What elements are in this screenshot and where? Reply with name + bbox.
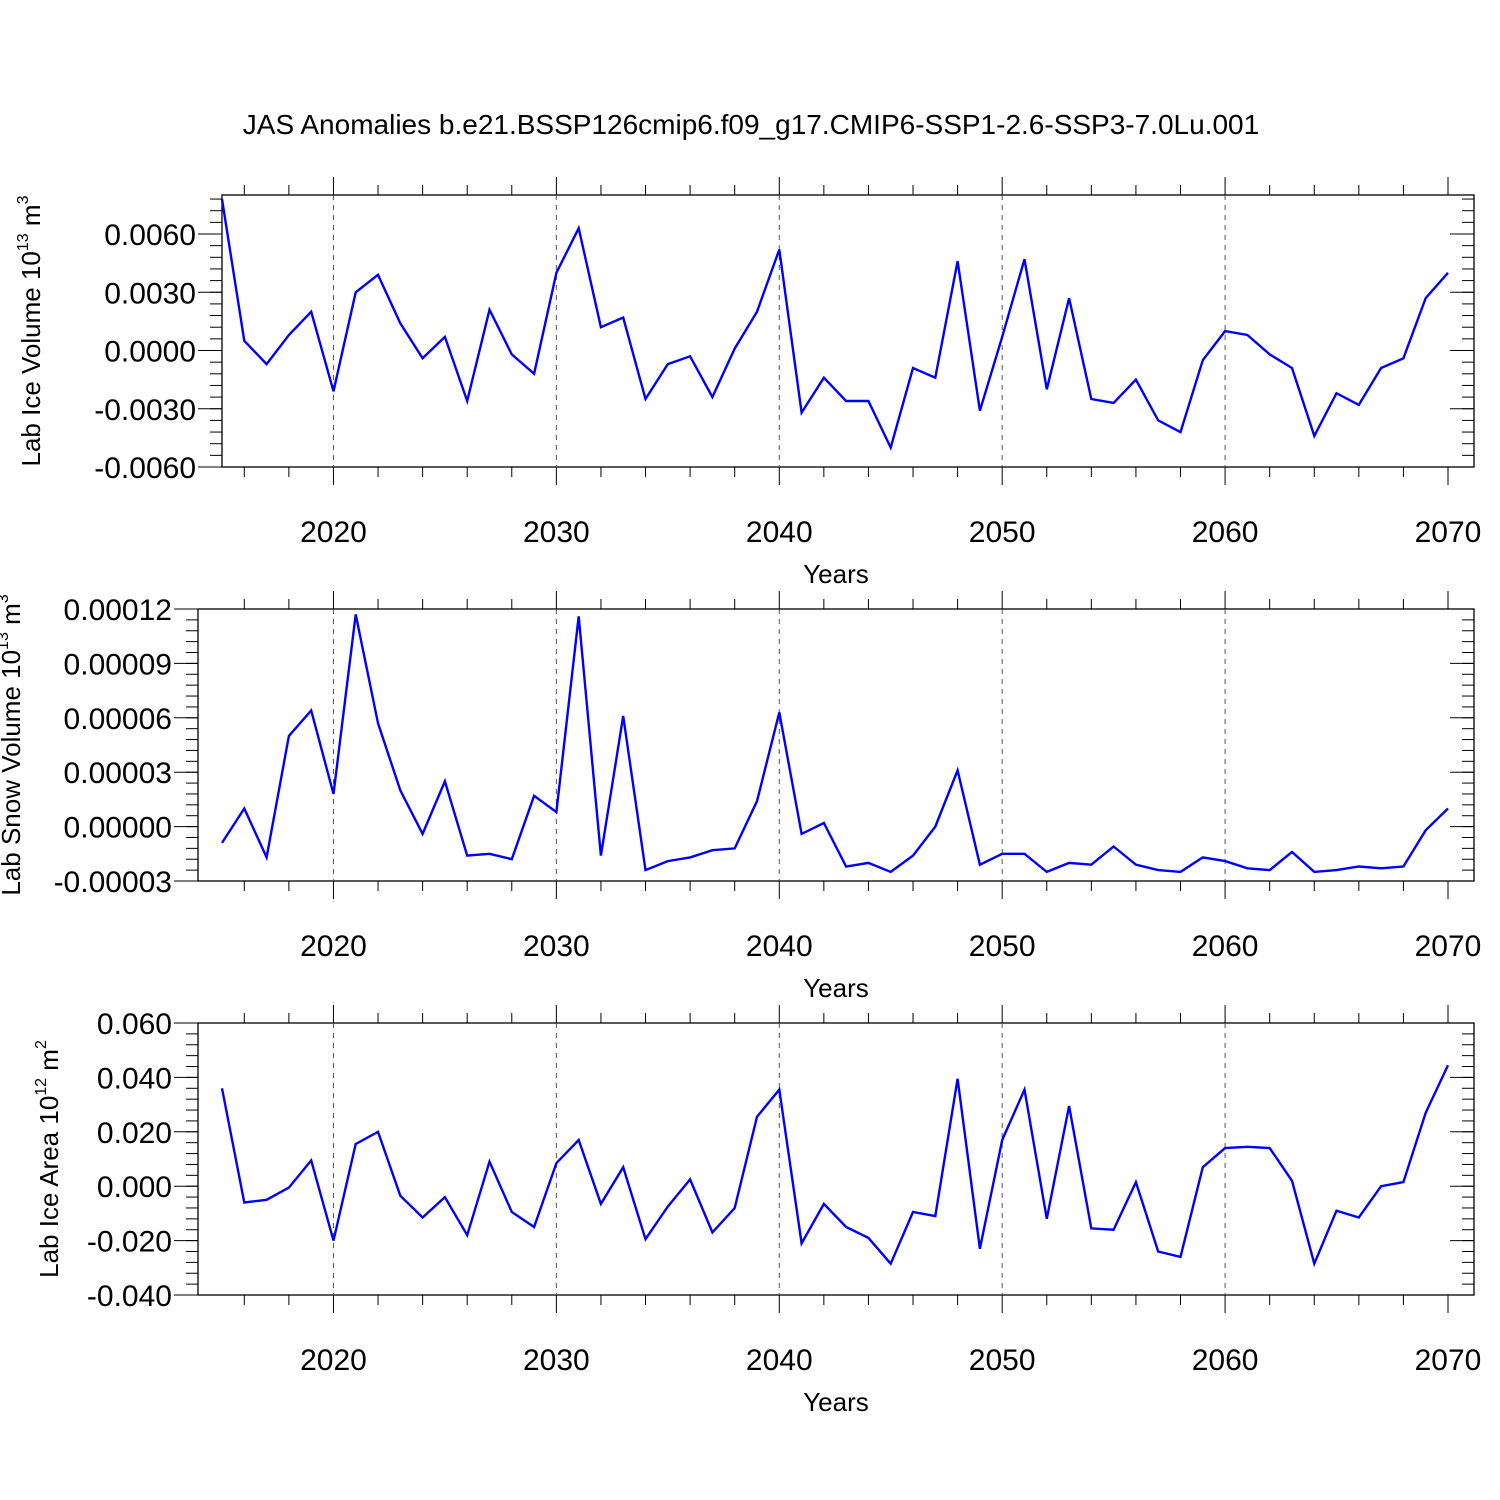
y-tick-label: 0.0000 bbox=[104, 336, 196, 369]
x-axis-label: Years bbox=[803, 559, 869, 589]
x-tick-label: 2070 bbox=[1415, 930, 1482, 963]
x-tick-label: 2050 bbox=[969, 516, 1036, 549]
x-axis-label: Years bbox=[803, 1387, 869, 1417]
panel-2: 2020 2030 2040 2050 2060 2070 Years -0.00003 0.0… bbox=[0, 591, 1481, 1003]
y-axis-label: Lab Snow Volume 1013 m3 bbox=[0, 594, 26, 895]
y-tick-label: 0.0030 bbox=[104, 277, 196, 310]
x-tick-label: 2030 bbox=[523, 516, 590, 549]
x-axis-label: Years bbox=[803, 973, 869, 1003]
x-tick-label: 2040 bbox=[746, 516, 813, 549]
x-tick-label: 2020 bbox=[300, 1344, 367, 1377]
y-tick-label: -0.020 bbox=[87, 1226, 172, 1259]
x-tick-label: 2030 bbox=[523, 930, 590, 963]
x-tick-label: 2070 bbox=[1415, 516, 1482, 549]
x-tick-label: 2050 bbox=[969, 1344, 1036, 1377]
y-tick-label: 0.00003 bbox=[64, 757, 172, 790]
y-tick-label: 0.00000 bbox=[64, 812, 172, 845]
x-tick-label: 2060 bbox=[1192, 930, 1259, 963]
y-tick-label: -0.0030 bbox=[94, 394, 196, 427]
x-tick-label: 2050 bbox=[969, 930, 1036, 963]
x-tick-label: 2060 bbox=[1192, 516, 1259, 549]
panel-1: 2020 2030 2040 2050 2060 2070 Years -0.0060 -0.0… bbox=[15, 177, 1481, 589]
y-tick-label: 0.00009 bbox=[64, 648, 172, 681]
panel-3: 2020 2030 2040 2050 2060 2070 Years -0.040 -0.02… bbox=[33, 1005, 1481, 1417]
series-line bbox=[220, 614, 1449, 874]
y-tick-label: -0.00003 bbox=[54, 866, 172, 899]
x-tick-label: 2020 bbox=[300, 516, 367, 549]
x-tick-label: 2030 bbox=[523, 1344, 590, 1377]
panels: 2020 2030 2040 2050 2060 2070 Years -0.0060 -0.0… bbox=[0, 177, 1481, 1417]
y-tick-label: 0.020 bbox=[97, 1117, 172, 1150]
y-tick-label: 0.000 bbox=[97, 1171, 172, 1204]
x-tick-label: 2040 bbox=[746, 1344, 813, 1377]
y-tick-label: 0.040 bbox=[97, 1062, 172, 1095]
y-tick-label: 0.0060 bbox=[104, 219, 196, 252]
y-tick-label: 0.00012 bbox=[64, 594, 172, 627]
x-tick-label: 2040 bbox=[746, 930, 813, 963]
series-line bbox=[220, 198, 1449, 451]
series-line bbox=[220, 1064, 1450, 1268]
x-tick-label: 2070 bbox=[1415, 1344, 1482, 1377]
y-tick-label: 0.060 bbox=[97, 1008, 172, 1041]
chart-title: JAS Anomalies b.e21.BSSP126cmip6.f09_g17… bbox=[243, 109, 1259, 140]
x-tick-label: 2020 bbox=[300, 930, 367, 963]
plot-frame bbox=[197, 608, 1475, 882]
y-tick-label: -0.040 bbox=[87, 1280, 172, 1313]
x-tick-label: 2060 bbox=[1192, 1344, 1259, 1377]
y-tick-label: -0.0060 bbox=[94, 452, 196, 485]
y-tick-label: 0.00006 bbox=[64, 703, 172, 736]
plot-frame bbox=[197, 1022, 1475, 1296]
y-axis-label: Lab Ice Area 1012 m2 bbox=[33, 1040, 64, 1278]
y-axis-label: Lab Ice Volume 1013 m3 bbox=[15, 195, 46, 466]
plot-frame bbox=[221, 194, 1475, 468]
